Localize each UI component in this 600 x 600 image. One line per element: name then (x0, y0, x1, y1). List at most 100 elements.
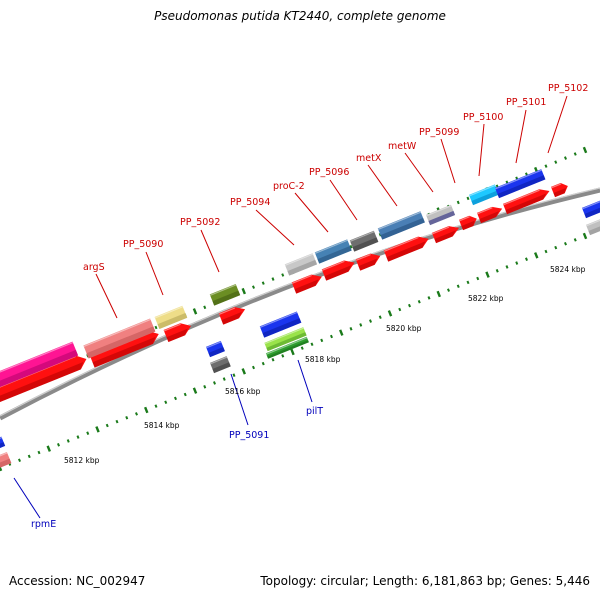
gene-block-PP_5092 (209, 283, 241, 306)
outer-tick (544, 164, 548, 168)
gene-label-PP_5100: PP_5100 (463, 112, 503, 123)
inner-tick (135, 412, 138, 416)
gene-block-proC-2 (314, 239, 352, 264)
inner-tick (349, 327, 353, 331)
inner-tick (66, 439, 70, 443)
inner-tick (476, 276, 480, 281)
outer-tick (154, 325, 158, 330)
bp-label-5818: 5818 kbp (305, 355, 341, 364)
gene-label-PP_5102: PP_5102 (548, 83, 588, 94)
leader-metW (404, 152, 434, 193)
inner-tick (582, 232, 588, 240)
gene-label-PP_5101: PP_5101 (506, 97, 546, 108)
gene-block-PP_5091-b (209, 356, 231, 374)
inner-tick (95, 426, 100, 433)
inner-tick (564, 241, 567, 246)
outer-tick (192, 308, 198, 315)
cds-block (355, 253, 381, 271)
gene-label-metW: metW (388, 141, 417, 152)
outer-tick (564, 156, 567, 160)
inner-tick (447, 288, 450, 292)
inner-tick (154, 404, 158, 408)
gene-block-pilT (259, 311, 302, 338)
inner-tick (417, 299, 421, 304)
cds-block (163, 323, 192, 343)
bp-label-5822: 5822 kbp (468, 294, 504, 303)
inner-tick (369, 319, 372, 323)
inner-tick (408, 303, 411, 308)
cds-block (291, 274, 322, 294)
leader-argS (95, 273, 118, 319)
bp-label-5816: 5816 kbp (225, 387, 261, 396)
inner-tick (86, 431, 90, 435)
gene-block-edge-a (581, 200, 600, 219)
inner-tick (37, 450, 41, 455)
gene-label-PP_5094: PP_5094 (230, 197, 270, 208)
gene-block-rpmE-a (0, 436, 6, 450)
inner-tick (164, 400, 168, 405)
leader-PP_5102 (547, 95, 568, 154)
gene-block-PP_5091-a (205, 340, 225, 358)
leader-PP_5091 (230, 373, 249, 426)
inner-tick (174, 396, 177, 401)
outer-tick (271, 277, 275, 281)
inner-tick (252, 365, 255, 370)
inner-tick (466, 280, 470, 285)
outer-tick (573, 152, 577, 156)
gene-label-proC-2: proC-2 (273, 181, 305, 192)
leader-PP_5101 (515, 109, 527, 164)
inner-tick (320, 338, 324, 343)
inner-tick (544, 249, 548, 254)
inner-tick (387, 310, 393, 317)
gene-block-metW (425, 204, 456, 226)
inner-tick (525, 257, 528, 261)
outer-tick (349, 245, 353, 249)
cds-block (550, 183, 568, 198)
inner-tick (310, 342, 314, 347)
inner-tick (232, 373, 236, 377)
cds-block (218, 307, 246, 325)
inner-tick (125, 415, 129, 420)
inner-tick (222, 377, 226, 381)
gene-label-pilT: pilT (306, 406, 323, 417)
bp-label-5824: 5824 kbp (550, 265, 586, 274)
gene-label-PP_5092: PP_5092 (180, 217, 220, 228)
inner-tick (339, 329, 344, 336)
outer-tick (281, 273, 285, 277)
gene-label-PP_5090: PP_5090 (123, 239, 163, 250)
gene-block-lime (264, 327, 307, 352)
inner-tick (76, 435, 80, 439)
bp-label-5814: 5814 kbp (144, 421, 180, 430)
inner-tick (359, 323, 363, 327)
gene-block-argS (83, 318, 156, 359)
inner-tick (261, 361, 265, 366)
inner-tick (573, 238, 577, 242)
gene-block-edge-b (585, 218, 600, 236)
cds-block (458, 215, 477, 231)
inner-tick (18, 458, 21, 463)
cds-block (321, 260, 355, 281)
leader-PP_5094 (255, 209, 295, 246)
gene-block-PP_5100 (468, 184, 500, 206)
outer-tick (252, 285, 255, 289)
outer-tick (261, 281, 265, 285)
map-title: Pseudomonas putida KT2440, complete geno… (154, 9, 446, 23)
inner-tick (115, 419, 119, 424)
inner-tick (300, 346, 304, 350)
inner-tick (183, 392, 187, 397)
leader-PP_5090 (145, 251, 164, 296)
inner-tick (378, 315, 382, 319)
inner-tick (505, 265, 509, 269)
leader-PP_5100 (478, 123, 485, 177)
reverse-labels: PP_5091 pilT rpmE (31, 406, 323, 530)
cds-block (502, 189, 550, 215)
inner-tick (456, 284, 460, 289)
leader-rpmE (13, 477, 41, 519)
inner-tick (105, 423, 109, 428)
inner-tick (290, 348, 295, 356)
tick-track-inner (0, 232, 588, 472)
leader-metX (367, 164, 398, 207)
inner-tick (27, 454, 31, 459)
gene-block-PP_5101 (494, 169, 546, 199)
